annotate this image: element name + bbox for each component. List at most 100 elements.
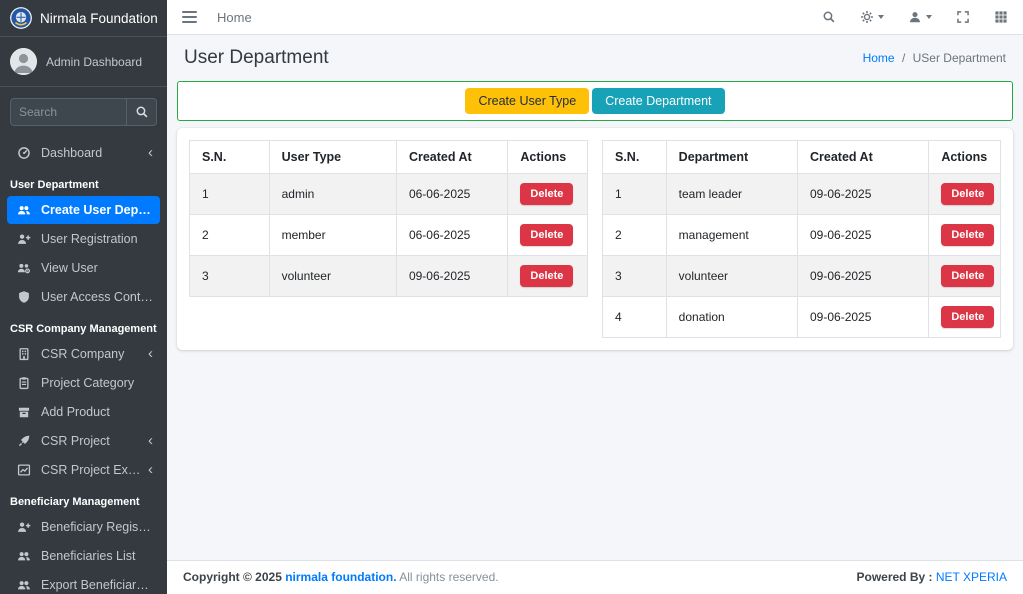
sidebar-item-label: Project Category xyxy=(41,376,135,390)
delete-button[interactable]: Delete xyxy=(941,265,995,287)
content: User Department Home / USer Department C… xyxy=(167,35,1023,560)
created-at-cell: 09-06-2025 xyxy=(395,255,509,297)
sn-cell: 4 xyxy=(602,296,667,338)
page-title: User Department xyxy=(184,47,329,68)
table-row: 3 volunteer 09-06-2025 Delete xyxy=(189,255,588,297)
delete-button[interactable]: Delete xyxy=(941,183,995,205)
table-row: 3 volunteer 09-06-2025 Delete xyxy=(602,255,1001,297)
footer-copyright: Copyright © 2025 nirmala foundation. All… xyxy=(183,570,499,584)
user-name: Admin Dashboard xyxy=(46,54,143,69)
created-at-cell: 06-06-2025 xyxy=(395,173,509,215)
sidebar-item-label: User Access Control xyxy=(41,290,153,304)
created-at-cell: 09-06-2025 xyxy=(796,296,930,338)
delete-button[interactable]: Delete xyxy=(941,224,995,246)
users-gear-icon xyxy=(14,261,34,275)
sidebar-item-beneficiary-registration[interactable]: Beneficiary Registration xyxy=(7,513,160,541)
sn-cell: 3 xyxy=(602,255,667,297)
hamburger-menu-icon[interactable] xyxy=(182,11,197,23)
value-cell: member xyxy=(268,214,397,256)
search-icon[interactable] xyxy=(822,10,836,24)
breadcrumb: Home / USer Department xyxy=(863,51,1006,65)
breadcrumb-current: USer Department xyxy=(912,51,1006,65)
caret-down-icon xyxy=(878,15,884,19)
sn-cell: 1 xyxy=(602,173,667,215)
column-header-actions: Actions xyxy=(507,140,588,174)
value-cell: management xyxy=(665,214,799,256)
shield-icon xyxy=(14,290,34,304)
sidebar-item-create-user-department[interactable]: Create User Department xyxy=(7,196,160,224)
tables-card: S.N. User Type Created At Actions 1 admin 06-0… xyxy=(177,128,1013,350)
sidebar-item-user-registration[interactable]: User Registration xyxy=(7,225,160,253)
top-navbar: Home xyxy=(167,0,1023,35)
search-icon xyxy=(822,10,836,24)
column-header-actions: Actions xyxy=(928,140,1001,174)
sidebar-item-label: View User xyxy=(41,261,98,275)
user-panel[interactable]: Admin Dashboard xyxy=(0,37,167,87)
actions-card: Create User Type Create Department xyxy=(177,81,1013,121)
actions-cell: Delete xyxy=(928,255,1001,297)
sidebar: Nirmala Foundation Admin Dashboard Dashb… xyxy=(0,0,167,594)
apps-grid-icon[interactable] xyxy=(994,10,1008,24)
chart-line-icon xyxy=(14,463,34,477)
footer-powered-by: Powered By : NET XPERIA xyxy=(856,570,1007,584)
column-header-created-at: Created At xyxy=(395,140,509,174)
sidebar-item-view-user[interactable]: View User xyxy=(7,254,160,282)
create-department-button[interactable]: Create Department xyxy=(592,88,725,114)
created-at-cell: 06-06-2025 xyxy=(395,214,509,256)
table-header-row: S.N. Department Created At Actions xyxy=(602,140,1001,174)
search-icon xyxy=(135,105,149,119)
fullscreen-expand-icon[interactable] xyxy=(956,10,970,24)
box-icon xyxy=(14,405,34,419)
actions-cell: Delete xyxy=(928,214,1001,256)
chevron-left-icon: ‹ xyxy=(148,432,153,449)
chevron-left-icon: ‹ xyxy=(148,144,153,161)
sidebar-item-user-access-control[interactable]: User Access Control xyxy=(7,283,160,311)
fullscreen-expand-icon xyxy=(956,10,970,24)
column-header-s-n: S.N. xyxy=(189,140,270,174)
create-user-type-button[interactable]: Create User Type xyxy=(465,88,590,114)
actions-cell: Delete xyxy=(507,173,588,215)
breadcrumb-home-link[interactable]: Home xyxy=(862,51,895,65)
sidebar-item-label: Export Beneficiary Data xyxy=(41,578,153,592)
brand-header[interactable]: Nirmala Foundation xyxy=(0,0,167,37)
settings-gear-icon xyxy=(860,10,874,24)
sidebar-item-label: Beneficiary Registration xyxy=(41,520,153,534)
user-type-table: S.N. User Type Created At Actions 1 admin 06-0… xyxy=(189,140,588,297)
sidebar-item-label: Create User Department xyxy=(41,203,153,217)
delete-button[interactable]: Delete xyxy=(941,306,995,328)
department-table: S.N. Department Created At Actions 1 team lea… xyxy=(602,140,1001,338)
sidebar-item-csr-project-expanse[interactable]: CSR Project Expanse ‹ xyxy=(7,456,160,484)
sidebar-item-export-beneficiary-data[interactable]: Export Beneficiary Data xyxy=(7,571,160,594)
value-cell: admin xyxy=(268,173,397,215)
chevron-left-icon: ‹ xyxy=(148,345,153,362)
table-row: 2 member 06-06-2025 Delete xyxy=(189,214,588,256)
delete-button[interactable]: Delete xyxy=(520,265,574,287)
building-icon xyxy=(14,347,34,361)
sidebar-item-add-product[interactable]: Add Product xyxy=(7,398,160,426)
user-account-icon[interactable] xyxy=(908,10,932,24)
table-row: 2 management 09-06-2025 Delete xyxy=(602,214,1001,256)
sidebar-item-project-category[interactable]: Project Category xyxy=(7,369,160,397)
delete-button[interactable]: Delete xyxy=(520,183,574,205)
actions-cell: Delete xyxy=(507,214,588,256)
settings-gear-icon[interactable] xyxy=(860,10,884,24)
actions-cell: Delete xyxy=(507,255,588,297)
sidebar-menu: Dashboard ‹ User Department Create User Dep… xyxy=(0,135,167,594)
powered-by-link[interactable]: NET XPERIA xyxy=(935,570,1007,584)
sidebar-search-input[interactable] xyxy=(10,98,126,126)
powered-by-label: Powered By : xyxy=(856,570,933,584)
sidebar-search-button[interactable] xyxy=(126,98,157,126)
value-cell: volunteer xyxy=(665,255,799,297)
sidebar-item-csr-project[interactable]: CSR Project ‹ xyxy=(7,427,160,455)
nav-home-link[interactable]: Home xyxy=(217,9,252,25)
rocket-icon xyxy=(14,434,34,448)
sidebar-item-csr-company[interactable]: CSR Company ‹ xyxy=(7,340,160,368)
sidebar-item-dashboard[interactable]: Dashboard ‹ xyxy=(7,139,160,167)
rights-text: All rights reserved. xyxy=(399,570,499,584)
page-head: User Department Home / USer Department xyxy=(177,43,1013,81)
sidebar-item-beneficiaries-list[interactable]: Beneficiaries List xyxy=(7,542,160,570)
delete-button[interactable]: Delete xyxy=(520,224,574,246)
user-account-icon xyxy=(908,10,922,24)
sidebar-section-user-department: User Department xyxy=(10,179,99,191)
footer-brand-link[interactable]: nirmala foundation. xyxy=(285,570,397,584)
